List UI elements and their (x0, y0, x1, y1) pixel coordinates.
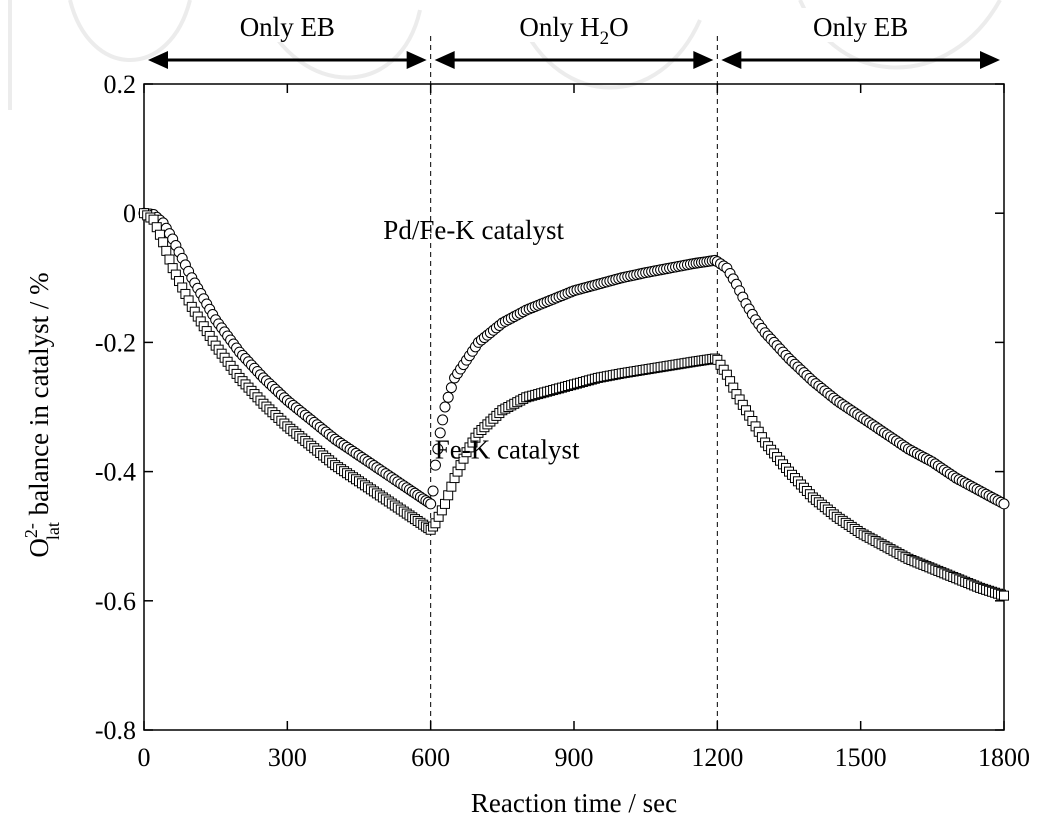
y-axis-title-main: O (24, 538, 54, 558)
series-1 (138, 207, 1010, 510)
y-tick-label: 0.2 (104, 70, 137, 99)
x-axis-title: Reaction time / sec (471, 788, 677, 818)
y-tick-label: -0.6 (95, 587, 136, 616)
data-point-circle (445, 382, 457, 394)
y-axis-title-rest: balance in catalyst / % (24, 272, 54, 522)
phase-arrow-head-left (148, 51, 168, 69)
phase-label-background (217, 8, 358, 42)
data-point-square (161, 245, 172, 256)
series-label: Fe-K catalyst (435, 435, 580, 465)
y-tick-label: -0.8 (95, 716, 136, 745)
y-tick-label: -0.2 (95, 328, 136, 357)
phase-arrow-head-left (434, 51, 455, 69)
phase-label: Only EB (240, 12, 335, 42)
phase-arrow-head-right (406, 51, 427, 69)
x-tick-label: 300 (268, 743, 307, 772)
y-axis-title-subscript: lat (43, 522, 63, 540)
phase-boundary-lines (430, 36, 718, 730)
data-point-square (158, 237, 169, 248)
data-point-square (440, 498, 450, 509)
data-point-circle (434, 427, 446, 439)
x-tick-label: 1500 (835, 743, 887, 772)
x-tick-label: 0 (138, 743, 151, 772)
phase-arrow-head-right (693, 51, 714, 69)
series-labels: Pd/Fe-K catalyst Fe-K catalyst (383, 215, 580, 465)
y-axis-ticks: 0.2 0 -0.2 -0.4 -0.6 -0.8 (95, 70, 1004, 745)
data-point-square (443, 490, 454, 501)
phase-arrow-head-left (721, 51, 742, 69)
data-point-circle (429, 459, 441, 471)
phase-label-background (790, 8, 931, 42)
data-point-circle (998, 498, 1010, 510)
x-axis-ticks: 0 300 600 900 1200 1500 1800 (138, 84, 1030, 772)
y-tick-label: -0.4 (95, 458, 136, 487)
x-tick-label: 1800 (978, 743, 1030, 772)
series-2 (139, 208, 1009, 601)
x-tick-label: 1200 (691, 743, 743, 772)
data-point-circle (432, 443, 444, 455)
y-tick-label: 0 (123, 199, 136, 228)
data-point-square (164, 254, 175, 265)
phase-label-background (489, 8, 659, 42)
x-tick-label: 600 (411, 743, 450, 772)
data-point-circle (442, 391, 454, 403)
data-point-circle (425, 498, 437, 510)
phase-label: Only H2O (519, 12, 628, 49)
data-point-circle (437, 414, 449, 426)
series-label: Pd/Fe-K catalyst (383, 215, 564, 245)
data-point-circle (427, 485, 439, 497)
data-point-square (446, 481, 457, 492)
y-axis-title: O2- lat balance in catalyst / % (21, 272, 63, 557)
data-point-circle (439, 401, 451, 413)
data-point-square (999, 590, 1009, 601)
y-axis-title-superscript: 2- (21, 523, 41, 538)
phase-arrow-head-right (980, 51, 1000, 69)
x-tick-label: 900 (555, 743, 594, 772)
phase-annotations: Only EB Only H2O Only EB (148, 8, 1000, 69)
phase-label: Only EB (813, 12, 908, 42)
series-layer (138, 207, 1010, 601)
